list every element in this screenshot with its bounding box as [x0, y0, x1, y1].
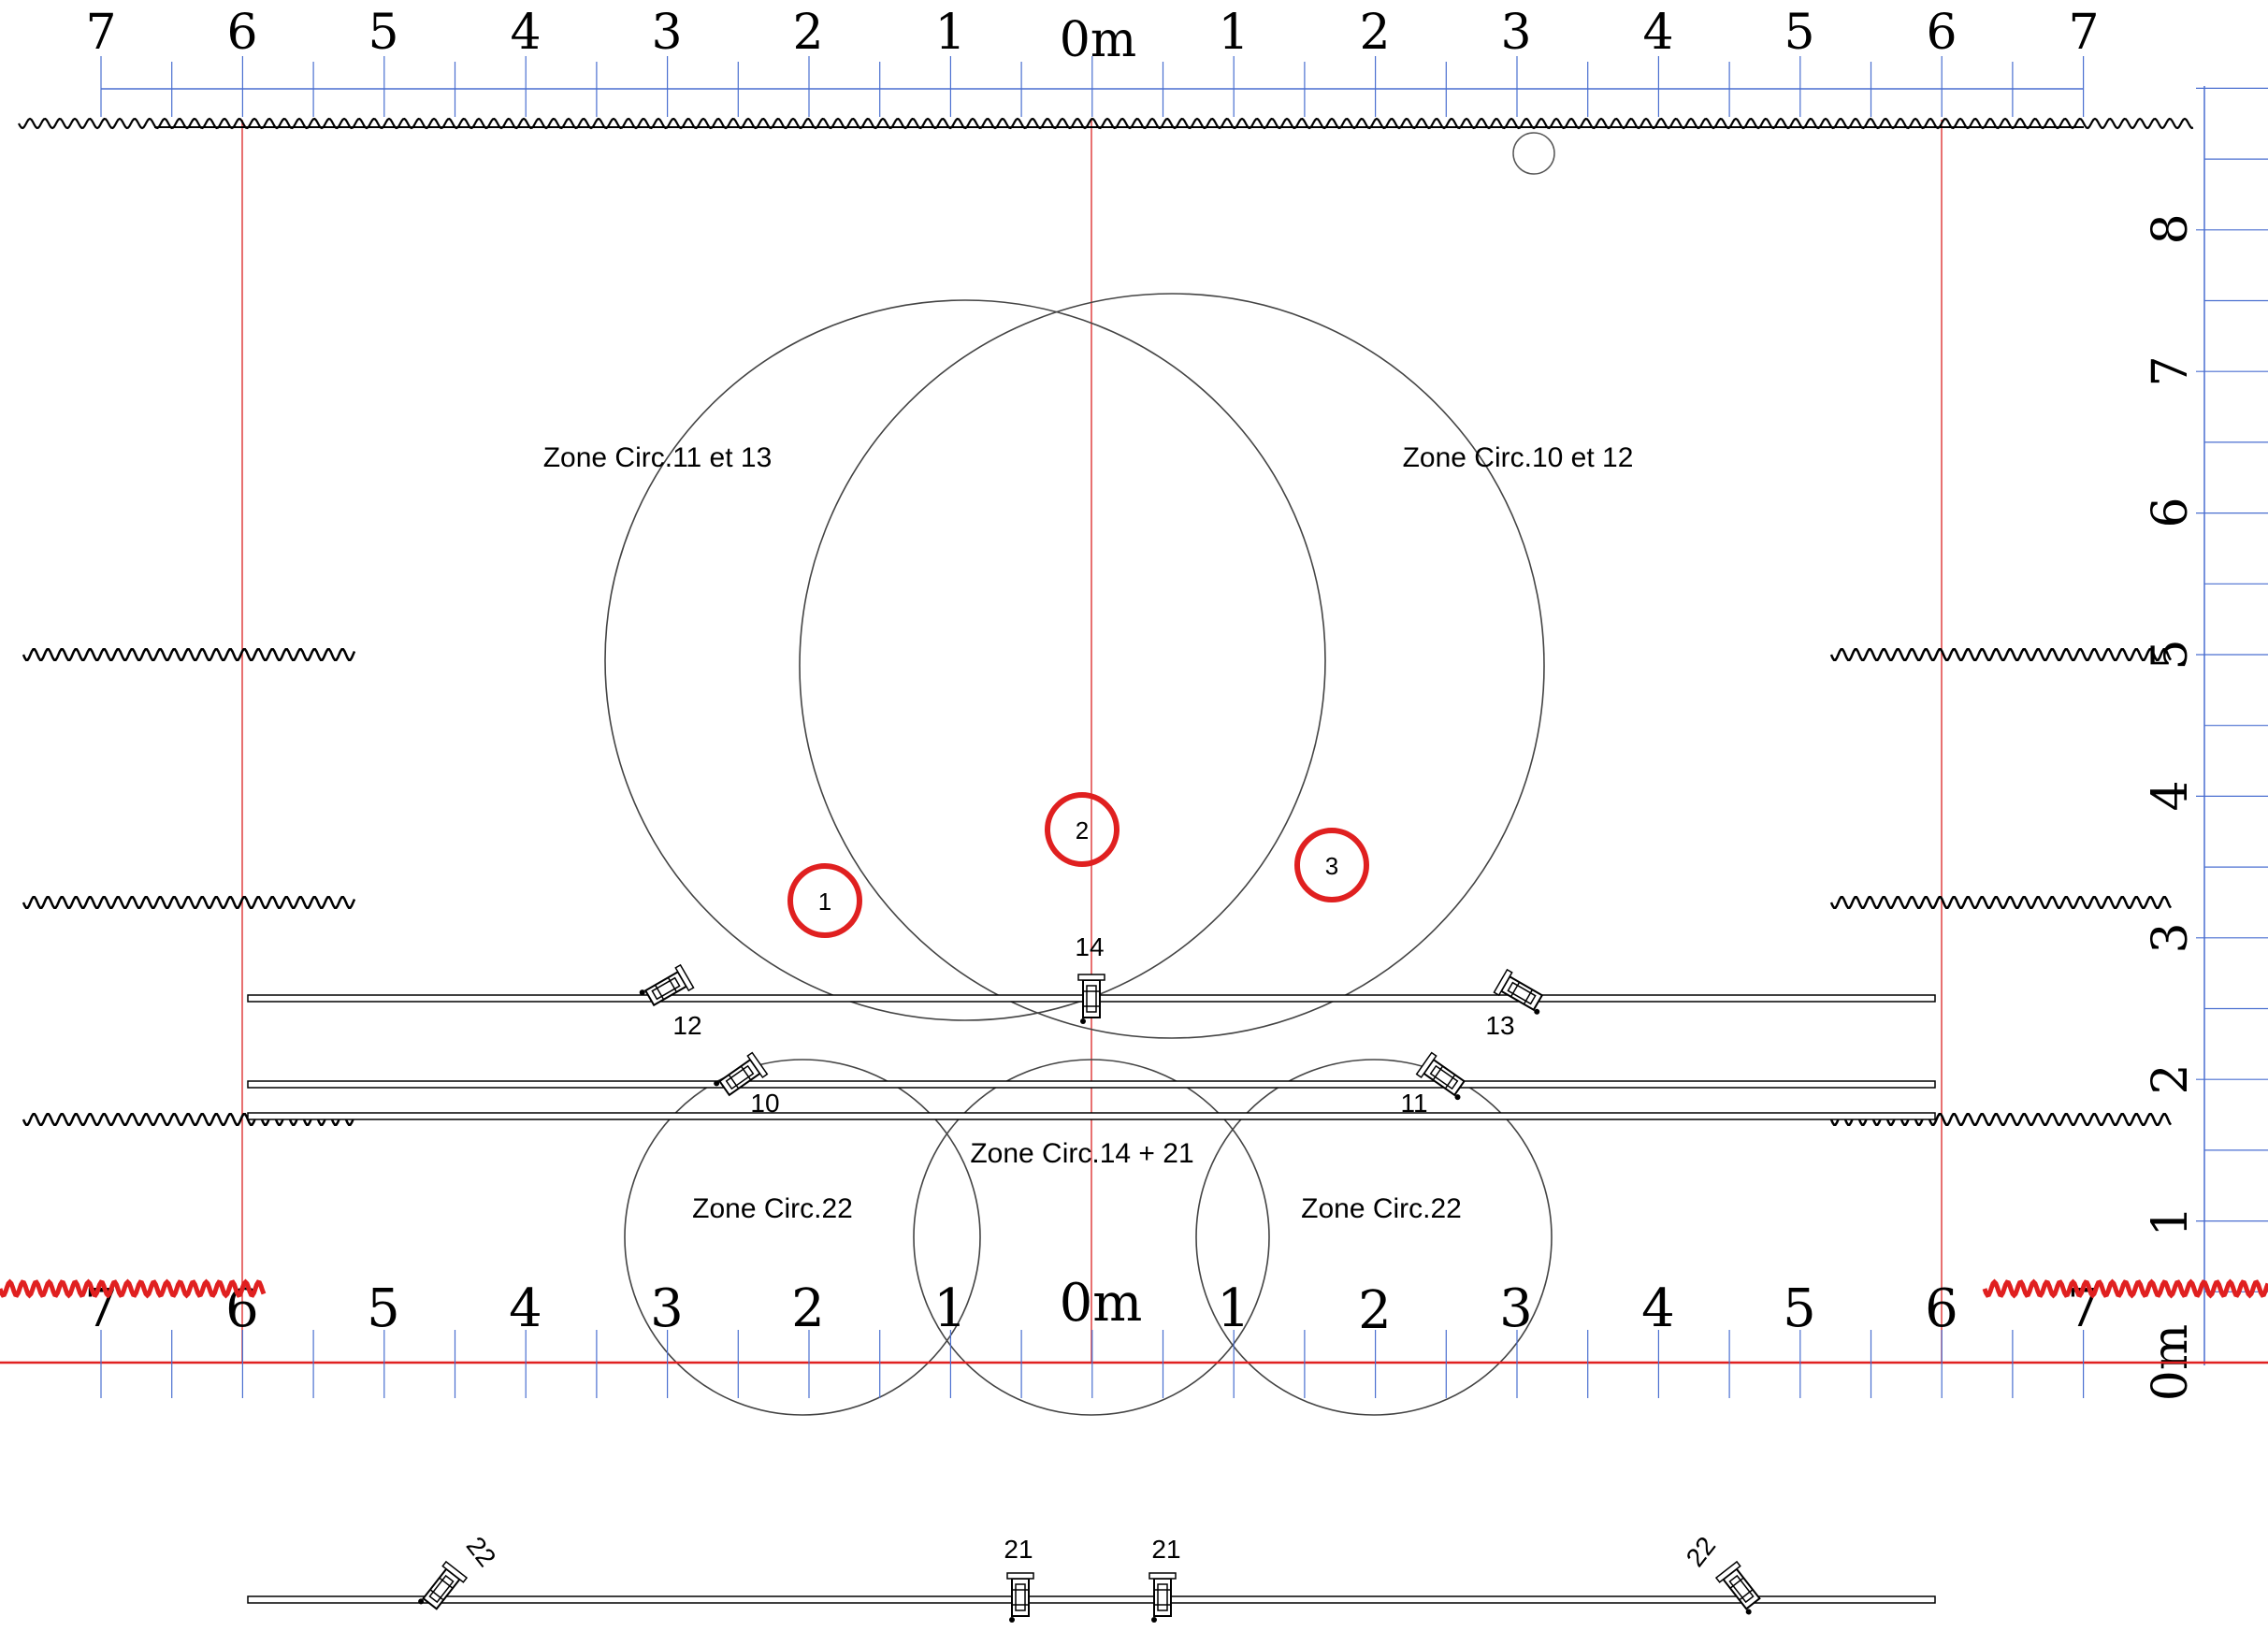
- right-ruler-label: 7: [2143, 355, 2199, 386]
- top-ruler-label: 7: [2068, 5, 2099, 61]
- zone-label-11-13: Zone Circ.11 et 13: [543, 442, 773, 473]
- top-ruler-label: 1: [934, 5, 965, 61]
- bottom-ruler-label: 0m: [1060, 1273, 1143, 1334]
- right-ruler-label: 8: [2143, 213, 2199, 244]
- fixture-label-13: 13: [1485, 1011, 1514, 1040]
- fixture-22-left: [414, 1560, 469, 1618]
- bottom-ruler-label: 5: [367, 1278, 400, 1339]
- right-ruler-label: 3: [2143, 922, 2199, 953]
- top-ruler-label: 6: [226, 5, 257, 61]
- top-ruler-label: 2: [792, 5, 823, 61]
- leg-left-upper: [22, 648, 356, 661]
- marker-1-ring: [787, 863, 862, 938]
- pipe-3: [247, 1112, 1936, 1120]
- right-ruler-label: 5: [2143, 639, 2199, 670]
- coverage-zones: [604, 293, 1553, 1416]
- right-ruler-label: 4: [2143, 780, 2199, 811]
- fixture-14: [1077, 974, 1105, 1025]
- bottom-ruler-label: 5: [1783, 1278, 1816, 1339]
- fixture-label-21-b: 21: [1151, 1535, 1180, 1564]
- bottom-ruler-label: 4: [509, 1278, 542, 1339]
- bottom-ruler-label: 3: [1499, 1278, 1533, 1339]
- zone-label-10-12: Zone Circ.10 et 12: [1403, 442, 1634, 473]
- zone-circle-14-21: [913, 1059, 1270, 1416]
- right-ruler-label: 2: [2143, 1063, 2199, 1094]
- fixture-label-21-a: 21: [1004, 1535, 1033, 1564]
- fixture-12: [636, 963, 695, 1014]
- fixture-21-a: [1006, 1572, 1034, 1624]
- top-ruler-label: 4: [1642, 5, 1673, 61]
- leg-right-middle: [1829, 896, 2173, 909]
- top-ruler-label: 6: [1926, 5, 1957, 61]
- bottom-ruler-label: 2: [1358, 1280, 1392, 1341]
- marker-2-ring: [1045, 792, 1120, 867]
- bottom-ruler: 7 6 5 4 3 2 1 0m 1 2 3 4 5 6 7: [0, 1273, 2268, 1398]
- zone-circle-11-13: [604, 299, 1326, 1021]
- marker-3-ring: [1294, 828, 1369, 902]
- leg-right-lower: [1829, 1113, 2173, 1126]
- side-legs: [22, 648, 2173, 1126]
- zone-label-14-21: Zone Circ.14 + 21: [970, 1138, 1193, 1169]
- top-ruler-label: 3: [1500, 5, 1531, 61]
- top-ruler-label: 7: [85, 5, 116, 61]
- marker-2-label: 2: [1076, 816, 1089, 844]
- top-ruler-label: 5: [368, 5, 398, 61]
- top-ruler-label: 3: [651, 5, 682, 61]
- top-ruler-label: 1: [1218, 5, 1249, 61]
- zone-label-22-right: Zone Circ.22: [1301, 1193, 1462, 1224]
- downstage-curtain-right: [1982, 1278, 2268, 1299]
- bottom-ruler-label: 1: [1217, 1278, 1250, 1339]
- right-ruler: 0m 1 2 3 4 5 6 7 8: [2143, 86, 2268, 1401]
- guide-lines: [241, 120, 1943, 1364]
- top-ruler-label: 0m: [1060, 12, 1136, 68]
- fixture-label-11: 11: [1400, 1089, 1427, 1118]
- floor-marker-circle: [1512, 132, 1555, 175]
- fixture-label-22-left: 22: [461, 1531, 502, 1572]
- fixture-label-10: 10: [750, 1089, 779, 1118]
- pipe-2: [247, 1080, 1936, 1089]
- fixture-label-14: 14: [1075, 932, 1104, 961]
- fixture-13: [1493, 968, 1552, 1018]
- top-ruler: 7 6 5 4 3 2 1 0m 1 2 3 4 5 6 7: [85, 5, 2100, 117]
- marker-1-label: 1: [818, 888, 831, 916]
- top-ruler-label: 5: [1784, 5, 1814, 61]
- zone-circle-22-right: [1195, 1059, 1553, 1416]
- zone-label-22-left: Zone Circ.22: [692, 1193, 853, 1224]
- right-ruler-label: 1: [2143, 1205, 2199, 1236]
- bottom-ruler-label: 4: [1641, 1278, 1675, 1339]
- bottom-ruler-label: 2: [791, 1278, 825, 1339]
- fixture-21-b: [1148, 1572, 1177, 1624]
- fixture-label-22-right: 22: [1681, 1531, 1722, 1572]
- marker-3-label: 3: [1325, 852, 1338, 880]
- fixture-22-right: [1714, 1560, 1769, 1618]
- pipe-4: [247, 1595, 1936, 1604]
- leg-right-upper: [1829, 648, 2173, 661]
- bottom-ruler-label: 1: [933, 1278, 967, 1339]
- zone-circle-22-left: [624, 1059, 981, 1416]
- zone-circle-10-12: [799, 293, 1545, 1039]
- bottom-ruler-label: 6: [1925, 1278, 1958, 1339]
- downstage-curtain-left: [0, 1278, 267, 1299]
- top-ruler-label: 4: [510, 5, 541, 61]
- bottom-ruler-label: 3: [650, 1278, 684, 1339]
- fixture-label-12: 12: [672, 1011, 701, 1040]
- leg-left-middle: [22, 896, 356, 909]
- top-ruler-label: 2: [1359, 5, 1390, 61]
- right-ruler-label: 6: [2143, 497, 2199, 527]
- position-markers: 1 2 3: [787, 792, 1369, 938]
